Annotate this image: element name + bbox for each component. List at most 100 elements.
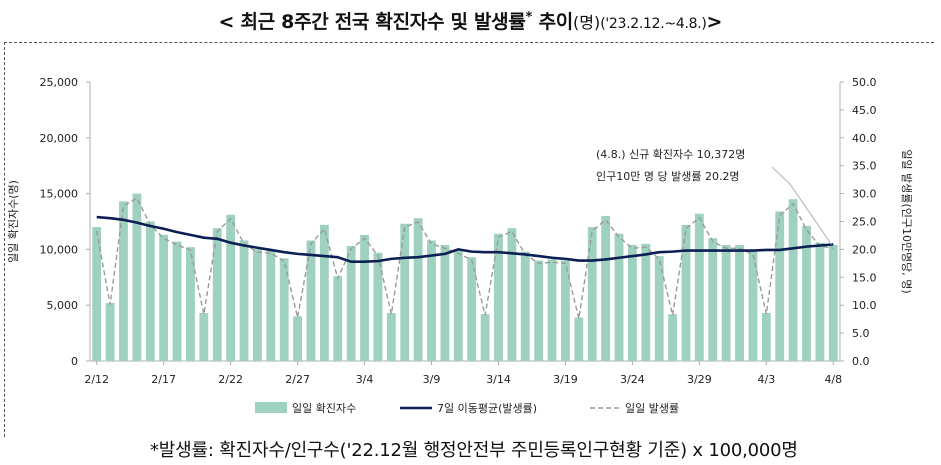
title-close: >	[706, 11, 723, 33]
bar	[346, 246, 356, 361]
footnote: *발생률: 확진자수/인구수('22.12월 행정안전부 주민등록인구현황 기준…	[150, 440, 798, 461]
annotation-line-2: 인구10만 명 당 발생률 20.2명	[596, 170, 740, 183]
bar	[815, 242, 825, 361]
bar	[306, 240, 316, 361]
title-unit: (명)	[573, 13, 601, 32]
bar	[627, 244, 637, 361]
legend-label-daily-cases: 일일 확진자수	[292, 401, 356, 415]
x-tick-label: 3/19	[553, 373, 578, 386]
bar	[828, 244, 838, 361]
bar	[507, 228, 517, 361]
bar	[252, 249, 262, 361]
bar	[641, 243, 651, 361]
x-tick-label: 4/8	[824, 373, 842, 386]
bar	[266, 250, 276, 361]
y-right-tick-label: 15.0	[852, 271, 877, 284]
y-left-tick-label: 25,000	[40, 76, 79, 89]
bar	[721, 244, 731, 361]
bar	[293, 316, 303, 361]
x-tick-label: 3/24	[620, 373, 645, 386]
bar	[413, 218, 423, 361]
x-tick-label: 4/3	[757, 373, 775, 386]
bar	[319, 224, 329, 361]
y-right-tick-label: 40.0	[852, 132, 877, 145]
legend-bar-swatch	[255, 402, 287, 413]
bar	[132, 193, 142, 361]
bar	[119, 201, 128, 361]
chart-title: < 최근 8주간 전국 확진자수 및 발생률* 추이(명)('23.2.12.~…	[0, 6, 941, 38]
bar	[186, 247, 195, 361]
y-left-tick-label: 5,000	[47, 299, 79, 312]
bar	[360, 234, 369, 361]
bar	[440, 244, 450, 361]
bar	[802, 225, 811, 361]
y-left-tick-label: 15,000	[40, 188, 79, 201]
bar	[574, 317, 584, 361]
title-star: *	[525, 10, 533, 25]
x-tick-label: 2/12	[84, 373, 109, 386]
x-tick-label: 3/14	[486, 373, 511, 386]
bar	[654, 256, 664, 361]
bar	[386, 313, 396, 361]
y-right-tick-label: 0.0	[852, 355, 870, 368]
bar	[694, 213, 704, 361]
bar	[748, 251, 758, 361]
title-tail: 추이	[532, 11, 574, 33]
bar	[453, 250, 463, 361]
bar	[172, 241, 182, 361]
y-right-tick-label: 45.0	[852, 104, 877, 117]
bar	[159, 234, 169, 361]
title-range: ('23.2.12.~4.8.)	[600, 16, 707, 32]
series-moving-average-line	[96, 215, 834, 263]
legend-label-daily-rate: 일일 발생률	[625, 401, 679, 415]
y-right-tick-label: 25.0	[852, 216, 877, 229]
y-right-tick-label: 20.0	[852, 243, 877, 256]
bar	[199, 313, 209, 361]
x-tick-label: 2/22	[218, 373, 243, 386]
annotation-line-1: (4.8.) 신규 확진자수 10,372명	[596, 148, 745, 161]
y-right-tick-label: 30.0	[852, 188, 877, 201]
bar	[601, 215, 611, 361]
x-tick-label: 2/27	[285, 373, 310, 386]
bar	[547, 259, 557, 361]
bar	[681, 224, 691, 361]
bar	[480, 314, 490, 361]
series-daily-rate-line	[96, 197, 834, 319]
y-right-tick-label: 10.0	[852, 299, 877, 312]
y-axis-right-title: 일일 발생률(인구10만명당, 명)	[900, 149, 914, 293]
bar	[333, 276, 343, 361]
bar	[788, 199, 798, 361]
bar	[145, 221, 155, 361]
bar	[668, 314, 678, 361]
y-right-tick-label: 50.0	[852, 76, 877, 89]
bar	[761, 313, 771, 361]
bar	[226, 214, 236, 361]
legend-label-moving-average: 7일 이동평균(발생률)	[437, 401, 537, 415]
bar	[494, 233, 503, 361]
x-tick-label: 3/4	[356, 373, 374, 386]
x-tick-label: 2/17	[151, 373, 176, 386]
bar	[212, 228, 222, 361]
y-left-tick-label: 0	[71, 355, 78, 368]
bar	[735, 244, 744, 361]
annotation-leader-line	[771, 166, 832, 245]
bar	[427, 240, 436, 361]
x-tick-label: 3/9	[423, 373, 441, 386]
bar	[534, 260, 544, 361]
bar	[279, 258, 289, 361]
bar	[614, 233, 624, 361]
bar	[587, 227, 597, 361]
bar	[520, 251, 530, 361]
y-axis-left-title: 일일 확진자수(명)	[6, 180, 20, 263]
bar	[105, 302, 115, 361]
bar	[708, 238, 718, 361]
y-right-tick-label: 5.0	[852, 327, 870, 340]
y-left-tick-label: 20,000	[40, 132, 79, 145]
y-right-tick-label: 35.0	[852, 160, 877, 173]
title-lead: < 최근 8주간 전국 확진자수 및 발생률	[218, 11, 526, 33]
x-tick-label: 3/29	[687, 373, 712, 386]
bar	[561, 260, 570, 361]
frame-left-border	[4, 42, 5, 437]
bar	[467, 257, 477, 361]
